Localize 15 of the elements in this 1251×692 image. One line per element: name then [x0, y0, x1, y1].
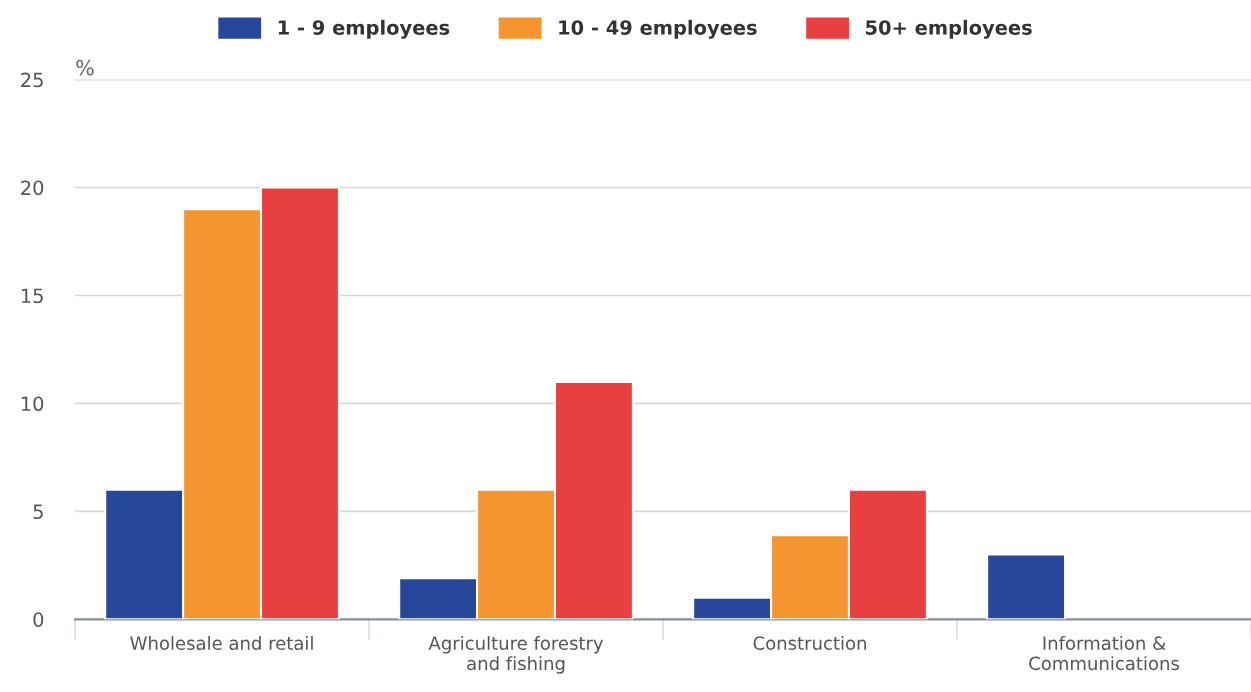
legend-label: 10 - 49 employees: [559, 19, 757, 39]
legend-label: 50+ employees: [866, 19, 1032, 39]
y-tick-label: 5: [33, 504, 43, 520]
y-tick-label: 0: [33, 612, 44, 627]
x-tick-label: Agriculture forestry and fishing: [428, 636, 604, 674]
x-tick-label: Wholesale and retail: [130, 636, 313, 650]
x-tick-label: Information & Communications: [1029, 636, 1179, 671]
y-tick-label: 15: [21, 288, 43, 304]
y-tick-label: 20: [21, 180, 44, 196]
y-tick-label: 25: [21, 72, 43, 88]
bar: [986, 553, 1067, 620]
x-tick-label: Construction: [753, 636, 866, 650]
legend-label: 1 - 9 employees: [278, 19, 450, 39]
y-axis-title: %: [76, 59, 94, 76]
y-tick-label: 10: [21, 396, 44, 412]
